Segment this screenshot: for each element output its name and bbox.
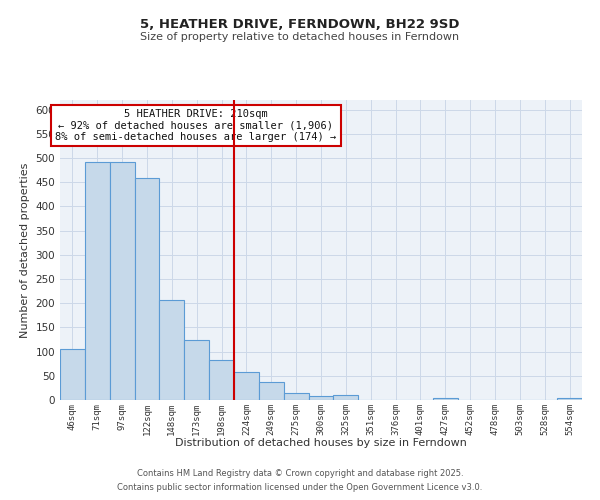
Bar: [234, 372, 259, 400]
Bar: [284, 393, 308, 400]
Bar: [433, 398, 458, 400]
Bar: [160, 300, 184, 400]
Bar: [110, 162, 134, 400]
Bar: [60, 349, 85, 400]
Y-axis label: Number of detached properties: Number of detached properties: [20, 162, 30, 338]
Text: 5 HEATHER DRIVE: 210sqm
← 92% of detached houses are smaller (1,906)
8% of semi-: 5 HEATHER DRIVE: 210sqm ← 92% of detache…: [55, 109, 337, 142]
Text: Size of property relative to detached houses in Ferndown: Size of property relative to detached ho…: [140, 32, 460, 42]
Bar: [85, 162, 110, 400]
Bar: [209, 360, 234, 400]
X-axis label: Distribution of detached houses by size in Ferndown: Distribution of detached houses by size …: [175, 438, 467, 448]
Bar: [557, 398, 582, 400]
Text: Contains HM Land Registry data © Crown copyright and database right 2025.: Contains HM Land Registry data © Crown c…: [137, 468, 463, 477]
Bar: [334, 394, 358, 400]
Text: Contains public sector information licensed under the Open Government Licence v3: Contains public sector information licen…: [118, 484, 482, 492]
Bar: [134, 178, 160, 400]
Bar: [259, 382, 284, 400]
Text: 5, HEATHER DRIVE, FERNDOWN, BH22 9SD: 5, HEATHER DRIVE, FERNDOWN, BH22 9SD: [140, 18, 460, 30]
Bar: [184, 340, 209, 400]
Bar: [308, 396, 334, 400]
